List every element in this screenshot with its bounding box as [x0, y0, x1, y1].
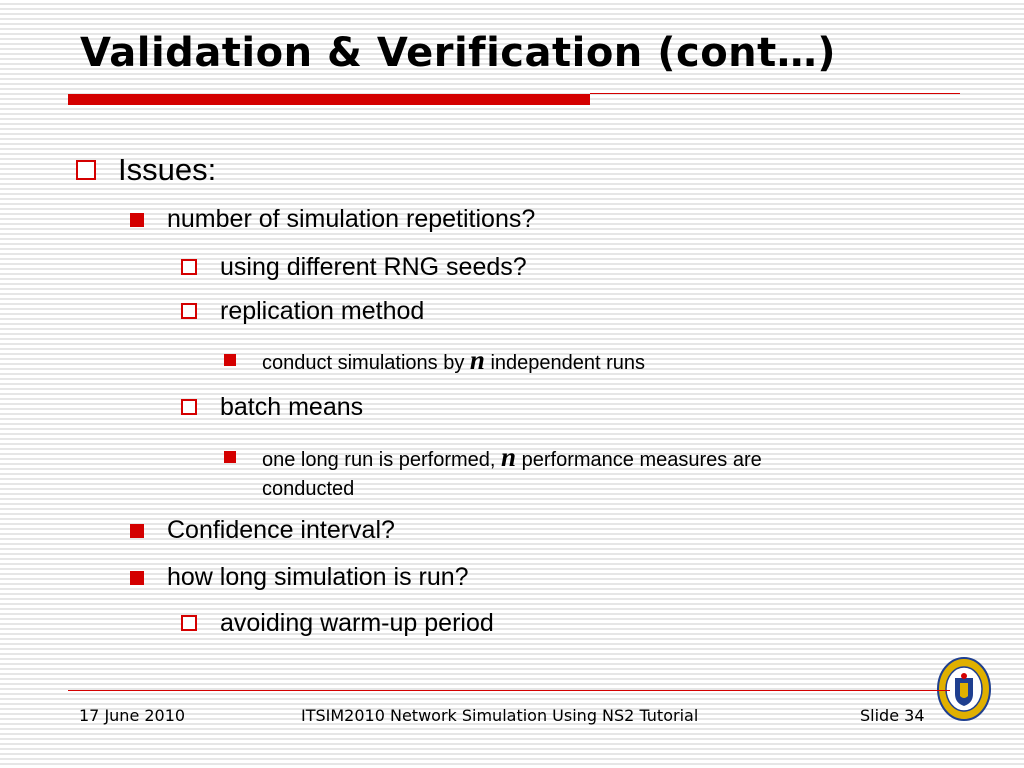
title-underline-thick: [68, 94, 590, 105]
bullet-text: using different RNG seeds?: [220, 253, 527, 281]
bullet-text: Issues:: [118, 152, 217, 187]
bullet-conduct-runs: conduct simulations by n independent run…: [224, 346, 645, 378]
bullet-batch-means: batch means: [181, 393, 363, 422]
hollow-square-bullet-icon: [76, 160, 96, 180]
hollow-square-bullet-icon: [181, 303, 197, 319]
bullet-text: conduct simulations by n independent run…: [262, 345, 646, 375]
bullet-rng-seeds: using different RNG seeds?: [181, 253, 527, 282]
bullet-replication: replication method: [181, 297, 424, 326]
bullet-issues: Issues:: [76, 152, 216, 188]
bullet-long-run: one long run is performed, n performance…: [224, 443, 762, 504]
bullet-confidence: Confidence interval?: [130, 516, 395, 545]
filled-square-bullet-icon: [130, 213, 144, 227]
slide-title: Validation & Verification (cont…): [80, 30, 837, 76]
bullet-text: number of simulation repetitions?: [167, 205, 536, 233]
bullet-warmup: avoiding warm-up period: [181, 609, 494, 638]
footer-event: ITSIM2010 Network Simulation Using NS2 T…: [301, 706, 699, 725]
bullet-text: how long simulation is run?: [167, 563, 469, 591]
title-underline-thin: [590, 93, 960, 94]
filled-square-bullet-icon: [130, 524, 144, 538]
bullet-text: Confidence interval?: [167, 516, 395, 544]
variable-n: n: [501, 442, 517, 472]
footer-rule: [68, 690, 950, 691]
hollow-square-bullet-icon: [181, 399, 197, 415]
filled-square-bullet-icon: [224, 354, 236, 366]
footer-slide-number: Slide 34: [860, 706, 925, 725]
filled-square-bullet-icon: [224, 451, 236, 463]
bullet-repetitions: number of simulation repetitions?: [130, 205, 535, 234]
university-logo-icon: [937, 657, 991, 721]
footer-date: 17 June 2010: [79, 706, 186, 725]
bullet-how-long: how long simulation is run?: [130, 563, 469, 592]
bullet-text: batch means: [220, 393, 364, 421]
hollow-square-bullet-icon: [181, 615, 197, 631]
bullet-text: avoiding warm-up period: [220, 609, 494, 637]
variable-n: n: [469, 345, 485, 375]
bullet-text: replication method: [220, 297, 425, 325]
bullet-text: one long run is performed, n performance…: [262, 442, 762, 501]
hollow-square-bullet-icon: [181, 259, 197, 275]
filled-square-bullet-icon: [130, 571, 144, 585]
